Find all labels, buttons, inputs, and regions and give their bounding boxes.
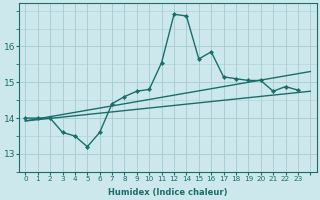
X-axis label: Humidex (Indice chaleur): Humidex (Indice chaleur) bbox=[108, 188, 228, 197]
